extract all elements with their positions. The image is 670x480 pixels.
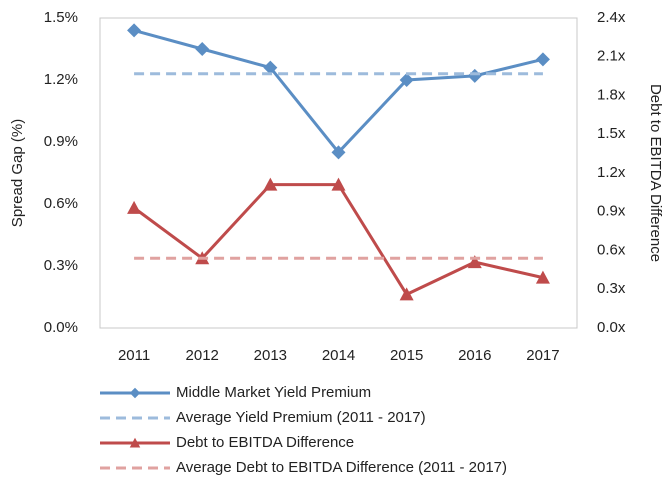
series-line: [133, 183, 544, 297]
marker: [331, 145, 346, 160]
legend-label: Average Debt to EBITDA Difference (2011 …: [176, 459, 507, 476]
y-tick-label: 0.6%: [44, 195, 78, 212]
x-tick-label: 2017: [526, 347, 559, 364]
x-tick-label: 2016: [458, 347, 491, 364]
y2-axis-title: Debt to EBITDA Difference: [647, 84, 664, 262]
legend-label: Middle Market Yield Premium: [176, 384, 371, 401]
marker: [535, 270, 550, 284]
legend-marker: [129, 387, 141, 399]
y2-tick-label: 0.0x: [597, 319, 626, 336]
y-axis-title: Spread Gap (%): [9, 119, 26, 227]
y2-tick-label: 1.2x: [597, 164, 626, 181]
x-tick-label: 2011: [118, 347, 150, 364]
marker: [195, 42, 210, 56]
y-tick-label: 1.2%: [44, 71, 78, 88]
marker: [331, 177, 346, 191]
marker: [535, 52, 550, 67]
y2-tick-label: 1.5x: [597, 125, 626, 142]
x-tick-label: 2014: [322, 347, 355, 364]
x-tick-label: 2013: [254, 347, 287, 364]
y2-tick-label: 0.6x: [597, 241, 626, 258]
y2-tick-label: 2.1x: [597, 48, 626, 65]
marker: [399, 287, 414, 301]
legend-marker: [129, 437, 141, 448]
x-tick-label: 2012: [186, 347, 219, 364]
marker: [263, 177, 278, 191]
marker: [127, 23, 142, 38]
legend-label: Debt to EBITDA Difference: [176, 434, 354, 451]
marker: [467, 255, 482, 269]
y2-tick-label: 0.9x: [597, 203, 626, 220]
marker: [263, 60, 278, 75]
y2-tick-label: 2.4x: [597, 9, 626, 26]
y-tick-label: 0.3%: [44, 257, 78, 274]
y-tick-label: 0.9%: [44, 133, 78, 150]
y2-tick-label: 0.3x: [597, 280, 626, 297]
marker: [467, 68, 482, 83]
plot-area: [99, 17, 578, 329]
legend-label: Average Yield Premium (2011 - 2017): [176, 409, 426, 426]
y-tick-label: 1.5%: [44, 9, 78, 26]
marker: [127, 200, 142, 214]
y-tick-label: 0.0%: [44, 319, 78, 336]
y2-tick-label: 1.8x: [597, 86, 626, 103]
series-line: [133, 28, 544, 155]
marker: [399, 73, 414, 87]
x-tick-label: 2015: [390, 347, 423, 364]
